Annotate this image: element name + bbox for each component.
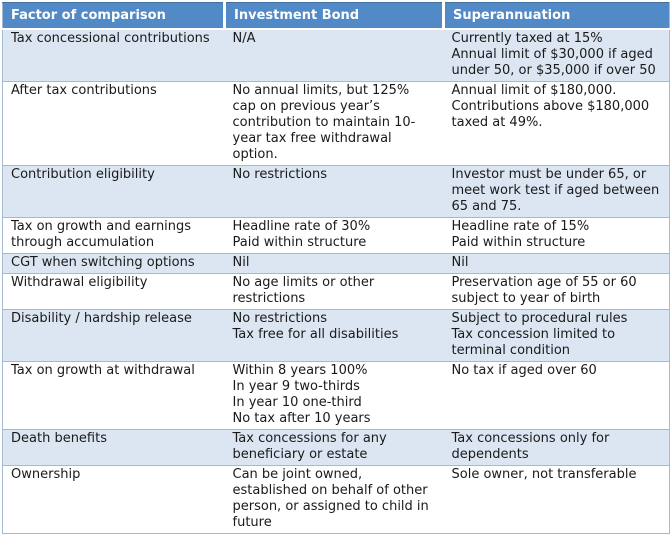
cell-factor: Disability / hardship release bbox=[2, 309, 225, 362]
cell-factor: Contribution eligibility bbox=[2, 165, 225, 218]
column-header-superannuation: Superannuation bbox=[443, 2, 670, 30]
cell-investment-bond: Can be joint owned, established on behal… bbox=[224, 465, 444, 534]
cell-superannuation: Tax concessions only for dependents bbox=[443, 429, 670, 466]
cell-superannuation: Investor must be under 65, or meet work … bbox=[443, 165, 670, 218]
column-header-investment-bond: Investment Bond bbox=[224, 2, 445, 30]
table-row: CGT when switching options Nil Nil bbox=[2, 253, 670, 274]
cell-superannuation: Preservation age of 55 or 60 subject to … bbox=[443, 273, 670, 310]
table-row: Ownership Can be joint owned, establishe… bbox=[2, 465, 670, 534]
cell-investment-bond: Nil bbox=[224, 253, 444, 274]
cell-investment-bond: N/A bbox=[224, 29, 444, 82]
cell-investment-bond: No annual limits, but 125% cap on previo… bbox=[224, 81, 444, 166]
cell-factor: Tax on growth and earnings through accum… bbox=[2, 217, 225, 254]
table-row: Tax concessional contributions N/A Curre… bbox=[2, 29, 670, 82]
cell-superannuation: Subject to procedural rules Tax concessi… bbox=[443, 309, 670, 362]
table-row: Disability / hardship release No restric… bbox=[2, 309, 670, 362]
header-row: Factor of comparison Investment Bond Sup… bbox=[2, 2, 670, 30]
column-header-factor: Factor of comparison bbox=[2, 2, 226, 30]
cell-superannuation: Nil bbox=[443, 253, 670, 274]
cell-investment-bond: Tax concessions for any beneficiary or e… bbox=[224, 429, 444, 466]
table-row: Withdrawal eligibility No age limits or … bbox=[2, 273, 670, 310]
cell-investment-bond: No age limits or other restrictions bbox=[224, 273, 444, 310]
cell-investment-bond: Headline rate of 30% Paid within structu… bbox=[224, 217, 444, 254]
cell-factor: Tax on growth at withdrawal bbox=[2, 361, 225, 430]
cell-factor: CGT when switching options bbox=[2, 253, 225, 274]
cell-factor: Death benefits bbox=[2, 429, 225, 466]
table-row: Death benefits Tax concessions for any b… bbox=[2, 429, 670, 466]
table-row: Tax on growth at withdrawal Within 8 yea… bbox=[2, 361, 670, 430]
cell-superannuation: Annual limit of $180,000. Contributions … bbox=[443, 81, 670, 166]
cell-factor: Ownership bbox=[2, 465, 225, 534]
cell-factor: After tax contributions bbox=[2, 81, 225, 166]
cell-investment-bond: Within 8 years 100% In year 9 two-thirds… bbox=[224, 361, 444, 430]
cell-superannuation: No tax if aged over 60 bbox=[443, 361, 670, 430]
cell-superannuation: Currently taxed at 15% Annual limit of $… bbox=[443, 29, 670, 82]
cell-investment-bond: No restrictions bbox=[224, 165, 444, 218]
table-row: After tax contributions No annual limits… bbox=[2, 81, 670, 166]
cell-investment-bond: No restrictions Tax free for all disabil… bbox=[224, 309, 444, 362]
cell-factor: Tax concessional contributions bbox=[2, 29, 225, 82]
cell-factor: Withdrawal eligibility bbox=[2, 273, 225, 310]
table-row: Contribution eligibility No restrictions… bbox=[2, 165, 670, 218]
cell-superannuation: Sole owner, not transferable bbox=[443, 465, 670, 534]
table-row: Tax on growth and earnings through accum… bbox=[2, 217, 670, 254]
cell-superannuation: Headline rate of 15% Paid within structu… bbox=[443, 217, 670, 254]
